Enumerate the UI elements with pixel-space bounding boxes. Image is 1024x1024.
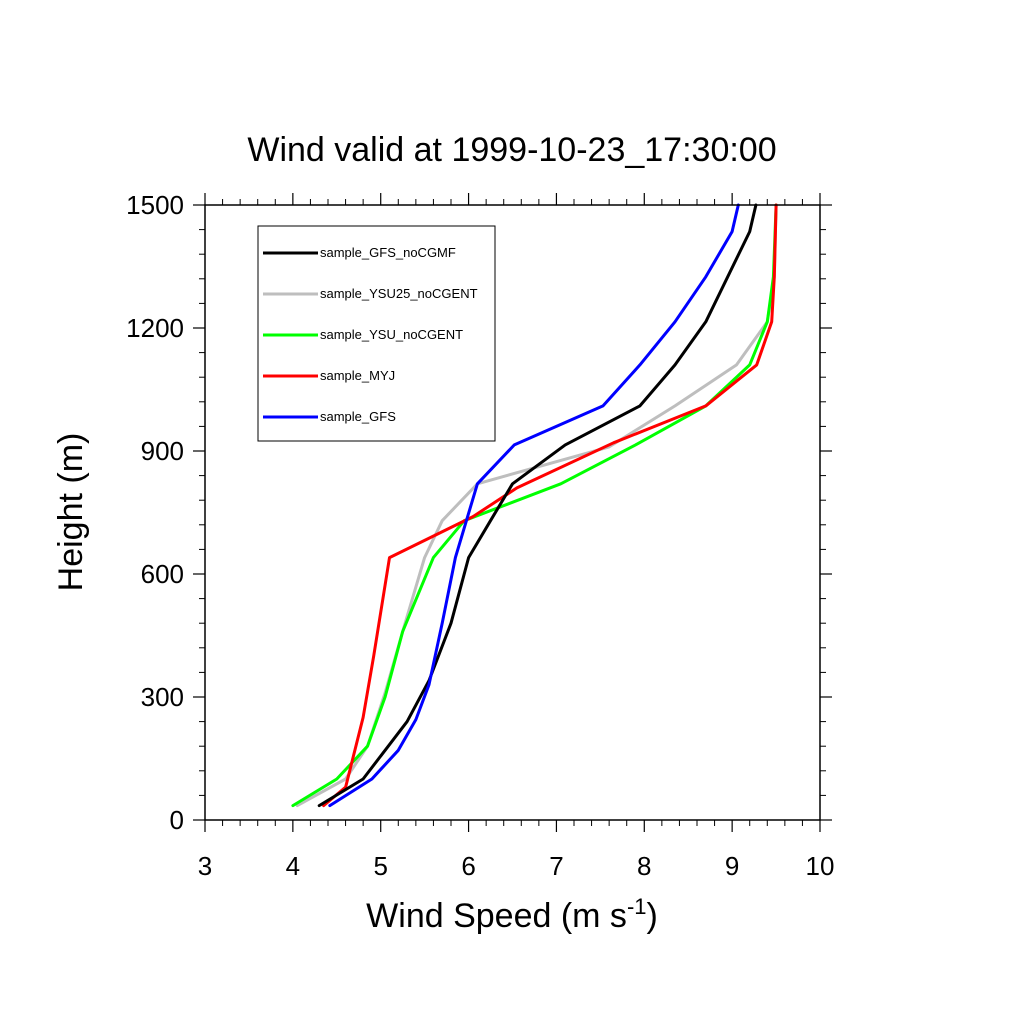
- series-line-sample_YSU_noCGENT: [291, 203, 778, 808]
- x-axis-title-superscript: -1: [627, 894, 647, 919]
- y-axis-title: Height (m): [52, 433, 90, 592]
- x-tick-label: 7: [549, 851, 563, 881]
- legend-label: sample_YSU_noCGENT: [320, 327, 463, 342]
- x-tick-label: 6: [461, 851, 475, 881]
- series-lines: [291, 203, 778, 808]
- x-tick-label: 8: [637, 851, 651, 881]
- x-tick-label: 9: [725, 851, 739, 881]
- y-tick-labels: 0 300 600 900 1200 1500: [126, 190, 184, 835]
- legend-label: sample_GFS_noCGMF: [320, 245, 456, 260]
- x-axis-title-tail: ): [647, 897, 658, 935]
- legend-label: sample_GFS: [320, 409, 396, 424]
- y-tick-label: 900: [141, 436, 184, 466]
- legend-label: sample_YSU25_noCGENT: [320, 286, 478, 301]
- x-tick-label: 10: [806, 851, 835, 881]
- y-tick-label: 600: [141, 559, 184, 589]
- y-tick-label: 1200: [126, 313, 184, 343]
- plot-frame: [204, 204, 821, 821]
- y-tick-label: 0: [170, 805, 184, 835]
- x-tick-label: 4: [286, 851, 300, 881]
- x-tick-label: 5: [373, 851, 387, 881]
- x-axis-title-main: Wind Speed (m s: [366, 897, 627, 935]
- y-tick-label: 300: [141, 682, 184, 712]
- axis-ticks: [193, 193, 832, 832]
- series-line-sample_MYJ: [322, 203, 778, 808]
- x-tick-labels: 3 4 5 6 7 8 9 10: [198, 851, 835, 881]
- chart-title: Wind valid at 1999-10-23_17:30:00: [247, 131, 776, 169]
- legend: sample_GFS_noCGMF sample_YSU25_noCGENTsam…: [257, 225, 496, 442]
- legend-label: sample_MYJ: [320, 368, 395, 383]
- x-tick-label: 3: [198, 851, 212, 881]
- series-line-sample_GFS_noCGMF: [317, 203, 758, 808]
- x-axis-title: Wind Speed (m s-1): [366, 894, 658, 935]
- series-line-sample_GFS: [328, 203, 740, 808]
- y-tick-label: 1500: [126, 190, 184, 220]
